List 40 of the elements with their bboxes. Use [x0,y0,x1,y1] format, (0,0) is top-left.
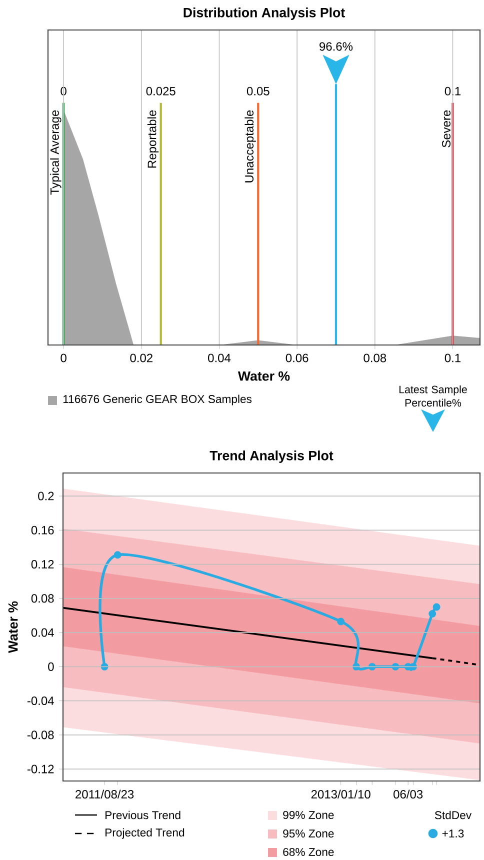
ref-line-label: Typical Average [50,110,62,195]
chart-title: Trend Analysis Plot [210,450,334,463]
ref-line-label: Severe [442,110,450,148]
y-tick-label: -0.12 [27,764,54,774]
y-tick-label: 0.08 [31,594,54,603]
x-axis-title: Water % [238,371,290,381]
legend-label: 68% Zone [283,848,334,856]
legend-title: StdDev [434,810,472,820]
x-tick-label: 0.06 [286,354,308,362]
x-tick-label: 0 [60,354,66,362]
x-tick-label: 06/03 [394,790,423,799]
y-axis-title: Water % [8,601,18,654]
legend-label: Previous Trend [106,810,180,820]
y-tick-label: 0 [48,662,54,671]
y-tick-label: 0.2 [38,492,54,500]
text: 0.05 [246,86,270,96]
text: Latest Sample Percentile% [399,385,467,407]
y-tick-label: -0.04 [27,696,54,706]
x-tick-label: 0.08 [364,354,386,362]
text: 0.1 [444,86,461,96]
legend-label: 95% Zone [283,830,334,838]
y-tick-label: 0.04 [31,628,54,637]
x-tick-label: 0.02 [130,354,152,362]
legend-label: 116676 Generic GEAR BOX Samples [63,394,252,406]
x-tick-label: 2011/08/23 [76,790,134,799]
text: 0 [60,86,66,96]
x-tick-label: 0.1 [444,354,461,362]
legend-label: 99% Zone [283,811,334,820]
y-tick-label: 0.16 [31,526,54,534]
y-tick-label: 0.12 [31,560,54,569]
text: 96.6% [320,42,353,51]
legend-label: +1.3 [442,830,464,838]
text: 0.025 [146,86,176,96]
ref-line-label: Unacceptable [244,110,256,182]
x-tick-label: 2013/01/10 [311,790,370,799]
legend-label: Projected Trend [106,828,184,839]
x-tick-label: 0.04 [208,354,231,362]
y-tick-label: -0.08 [27,730,54,740]
chart-title: Distribution Analysis Plot [184,8,345,20]
ref-line-label: Reportable [147,110,159,168]
